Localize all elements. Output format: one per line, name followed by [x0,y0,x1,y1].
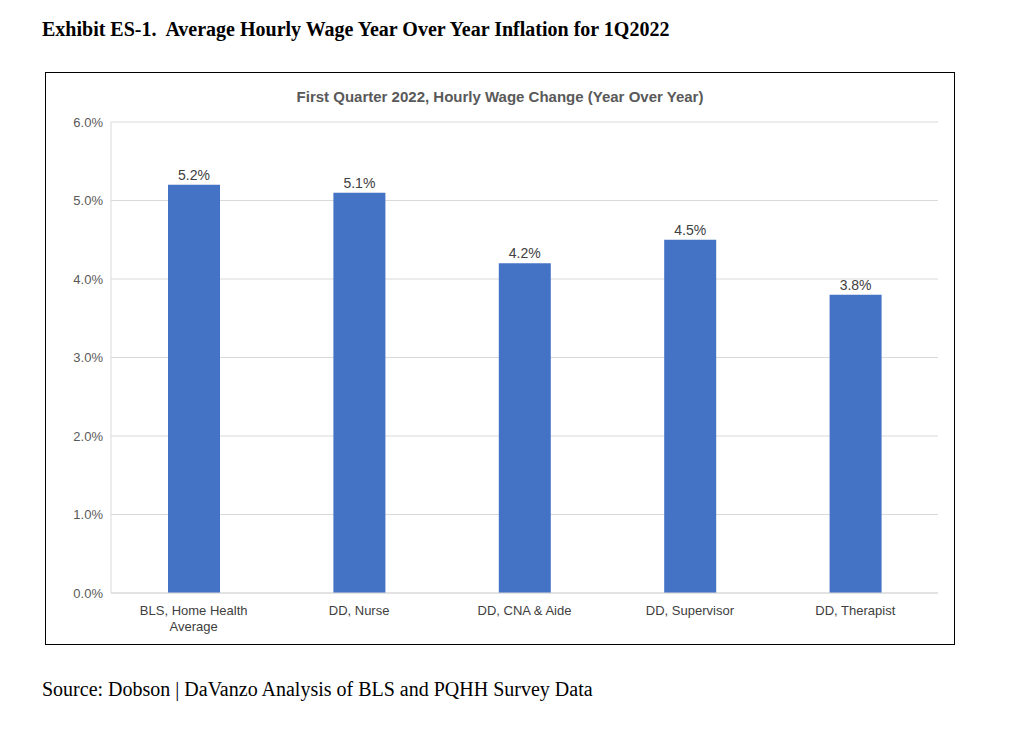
svg-text:2.0%: 2.0% [73,429,103,444]
svg-text:0.0%: 0.0% [73,586,103,601]
svg-text:4.0%: 4.0% [73,272,103,287]
svg-text:3.8%: 3.8% [840,277,872,293]
svg-text:DD, CNA & Aide: DD, CNA & Aide [478,603,572,618]
svg-text:5.1%: 5.1% [343,175,375,191]
svg-text:5.0%: 5.0% [73,193,103,208]
svg-text:5.2%: 5.2% [178,167,210,183]
svg-text:4.5%: 4.5% [674,222,706,238]
svg-text:BLS, Home HealthAverage: BLS, Home HealthAverage [140,603,248,634]
svg-text:6.0%: 6.0% [73,115,103,130]
svg-text:DD, Nurse: DD, Nurse [329,603,390,618]
svg-text:4.2%: 4.2% [509,245,541,261]
html-text:First Quarter 2022, Hourly Wag: First Quarter 2022, Hourly Wage Change (… [296,88,704,105]
svg-text:DD, Supervisor: DD, Supervisor [646,603,735,618]
html-text:Source: Dobson | DaVanzo Analy: Source: Dobson | DaVanzo Analysis of BLS… [42,678,593,700]
svg-text:3.0%: 3.0% [73,350,103,365]
svg-text:1.0%: 1.0% [73,507,103,522]
svg-text:DD, Therapist: DD, Therapist [815,603,895,618]
html-text:Exhibit ES-1. Average Hourly W: Exhibit ES-1. Average Hourly Wage Year O… [42,18,670,40]
